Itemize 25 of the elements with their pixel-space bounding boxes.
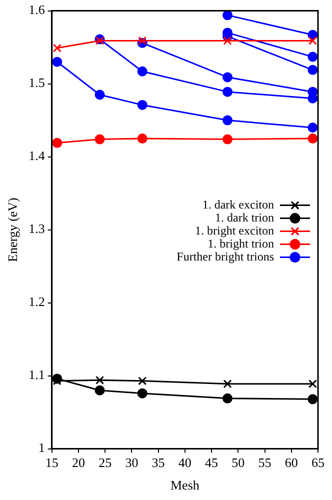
y-tick-label: 1.3 [28,221,45,236]
x-tick-label: 35 [152,455,165,470]
legend-label: 1. bright trion [208,236,274,250]
x-tick-label: 20 [72,455,85,470]
y-tick-label: 1.1 [28,367,45,382]
legend-label: 1. dark exciton [202,197,274,212]
y-tick-label: 1.6 [28,2,46,18]
y-tick-label: 1.5 [28,75,45,90]
y-tick-label: 1 [38,440,45,456]
x-tick-label: 65 [312,455,324,470]
x-tick-label: 45 [205,455,218,470]
x-tick-label: 60 [284,455,298,470]
y-tick-label: 1.4 [28,148,46,164]
x-tick-label: 50 [232,455,245,470]
legend-label: 1. bright exciton [195,223,274,238]
y-axis-title: Energy (eV) [5,198,20,262]
legend-label: Further bright trions [176,249,274,264]
x-tick-label: 25 [98,455,112,470]
x-tick-label: 15 [45,455,58,470]
x-tick-label: 55 [258,455,272,470]
legend-label: 1. dark trion [215,210,274,224]
y-tick-label: 1.2 [28,294,45,310]
x-tick-label: 30 [125,455,138,470]
x-tick-label: 40 [178,455,192,470]
x-axis-title: Mesh [170,478,200,493]
